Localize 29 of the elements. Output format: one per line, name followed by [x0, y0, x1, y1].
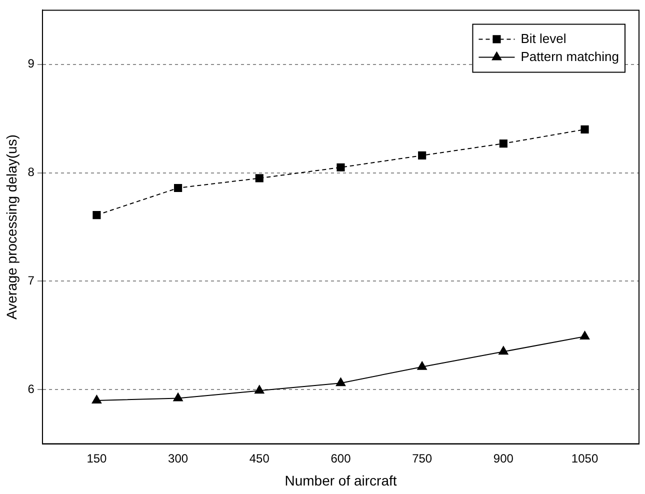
- point: [498, 346, 508, 355]
- point: [336, 163, 345, 172]
- point: [336, 378, 346, 386]
- y-tick-label: 8: [28, 165, 35, 180]
- x-axis-title: Number of aircraft: [284, 472, 397, 488]
- x-tick-label: 450: [249, 451, 270, 466]
- y-tick-label: 6: [28, 382, 35, 396]
- x-tick-label: 1050: [571, 451, 598, 466]
- y-tick-label: 9: [28, 56, 35, 71]
- legend-label: Pattern matching: [520, 48, 620, 64]
- x-tick-label: 750: [412, 451, 432, 466]
- point: [92, 211, 101, 220]
- point: [417, 361, 427, 370]
- point: [580, 330, 590, 340]
- x-tick-label: 150: [86, 451, 108, 466]
- legend-label: Bit level: [520, 30, 566, 46]
- point: [580, 125, 589, 134]
- point: [499, 139, 508, 148]
- x-tick-label: 600: [330, 451, 352, 466]
- point: [173, 392, 183, 402]
- point: [255, 174, 264, 182]
- point: [254, 385, 264, 394]
- y-tick-label: 7: [28, 274, 35, 288]
- point: [92, 394, 102, 404]
- point: [418, 151, 426, 160]
- y-axis-title: Average processing delay(us): [3, 134, 20, 320]
- x-tick-label: 900: [493, 451, 514, 466]
- point: [174, 184, 182, 192]
- x-tick-label: 300: [168, 451, 188, 466]
